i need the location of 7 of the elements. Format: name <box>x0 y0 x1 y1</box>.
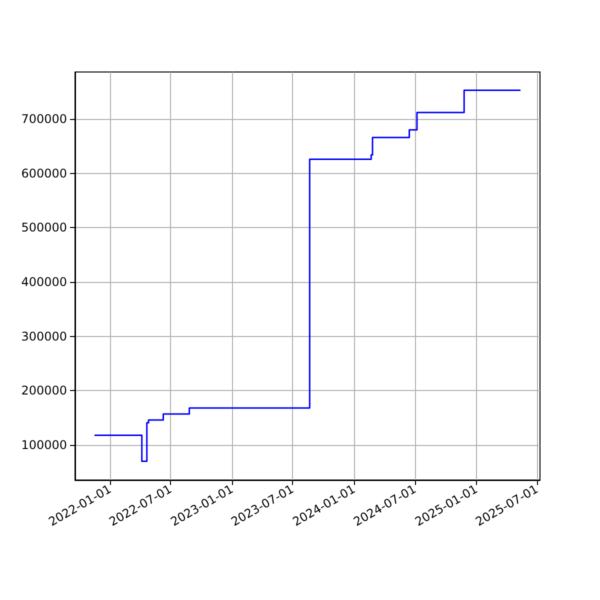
y-tick-label: 700000 <box>21 112 67 126</box>
y-tick-label: 300000 <box>21 329 67 344</box>
y-tick-label: 200000 <box>21 384 67 398</box>
y-tick-label: 500000 <box>21 220 67 235</box>
y-tick-label: 400000 <box>21 275 67 290</box>
y-tick-label: 600000 <box>21 166 67 180</box>
y-tick-label: 100000 <box>21 438 67 452</box>
